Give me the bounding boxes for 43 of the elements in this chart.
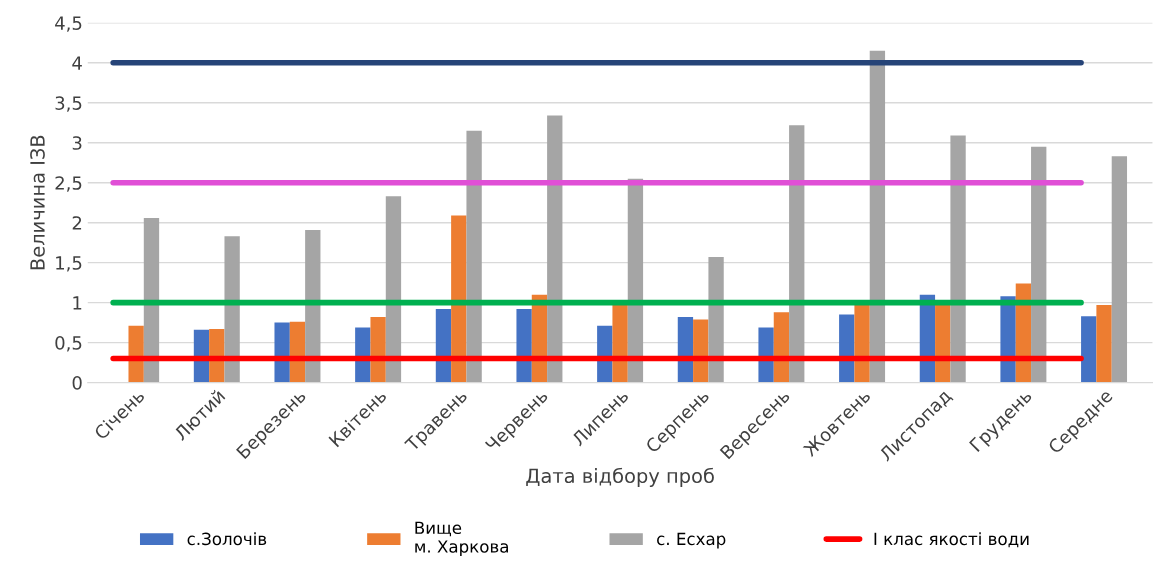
- legend-label: І клас якості води: [874, 532, 1029, 548]
- bar: [693, 319, 709, 383]
- bar: [385, 196, 402, 383]
- bar: [435, 309, 452, 383]
- bar: [143, 217, 160, 383]
- bar: [516, 309, 532, 383]
- bar: [370, 317, 386, 383]
- legend-label: с.Золочів: [187, 532, 267, 546]
- bar: [789, 125, 805, 383]
- bar: [466, 130, 482, 383]
- bar: [1031, 146, 1047, 383]
- bar: [1096, 305, 1112, 383]
- bar: [547, 115, 563, 383]
- bar: [869, 50, 886, 383]
- bar: [758, 327, 774, 383]
- bar: [627, 178, 644, 383]
- bar: [1081, 316, 1097, 383]
- y-tick-label: 2,5: [55, 176, 82, 192]
- y-tick-label: 1: [73, 296, 82, 310]
- bar: [854, 303, 870, 383]
- bar: [305, 229, 321, 383]
- x-axis-title: Дата відбору проб: [526, 467, 714, 487]
- y-tick-label: 4: [72, 56, 82, 70]
- legend-label: Вище м. Харкова: [415, 521, 508, 556]
- bar: [451, 215, 467, 383]
- y-tick-label: 3,5: [55, 96, 82, 112]
- bar: [950, 135, 966, 383]
- y-tick-label: 0: [72, 376, 82, 390]
- y-tick-label: 2: [72, 216, 82, 230]
- bar: [128, 325, 144, 383]
- y-tick-label: 1,5: [56, 256, 82, 272]
- y-axis-title: Величина ІЗВ: [30, 135, 45, 270]
- legend-label: с. Есхар: [657, 532, 726, 549]
- y-tick-label: 3: [72, 136, 82, 150]
- bar: [773, 312, 790, 383]
- y-tick-label: 4,5: [55, 16, 82, 32]
- bar: [1111, 156, 1128, 383]
- bar: [677, 317, 694, 383]
- bar: [274, 322, 290, 383]
- y-tick-label: 0,5: [55, 336, 82, 352]
- bar: [708, 257, 724, 383]
- bar: [224, 236, 240, 383]
- bar: [612, 303, 628, 383]
